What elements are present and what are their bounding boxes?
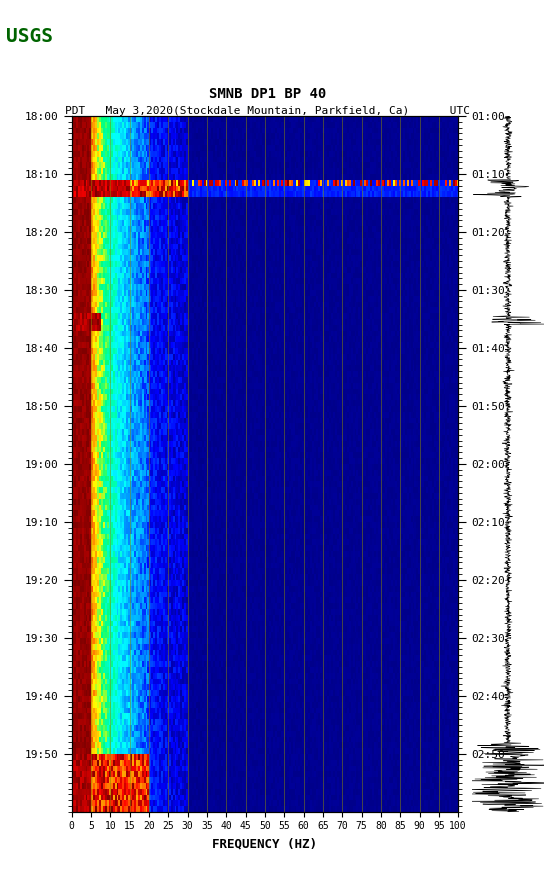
Text: USGS: USGS <box>6 27 52 45</box>
Text: SMNB DP1 BP 40: SMNB DP1 BP 40 <box>209 87 326 101</box>
Text: PDT   May 3,2020(Stockdale Mountain, Parkfield, Ca)      UTC: PDT May 3,2020(Stockdale Mountain, Parkf… <box>65 106 470 117</box>
X-axis label: FREQUENCY (HZ): FREQUENCY (HZ) <box>213 837 317 850</box>
